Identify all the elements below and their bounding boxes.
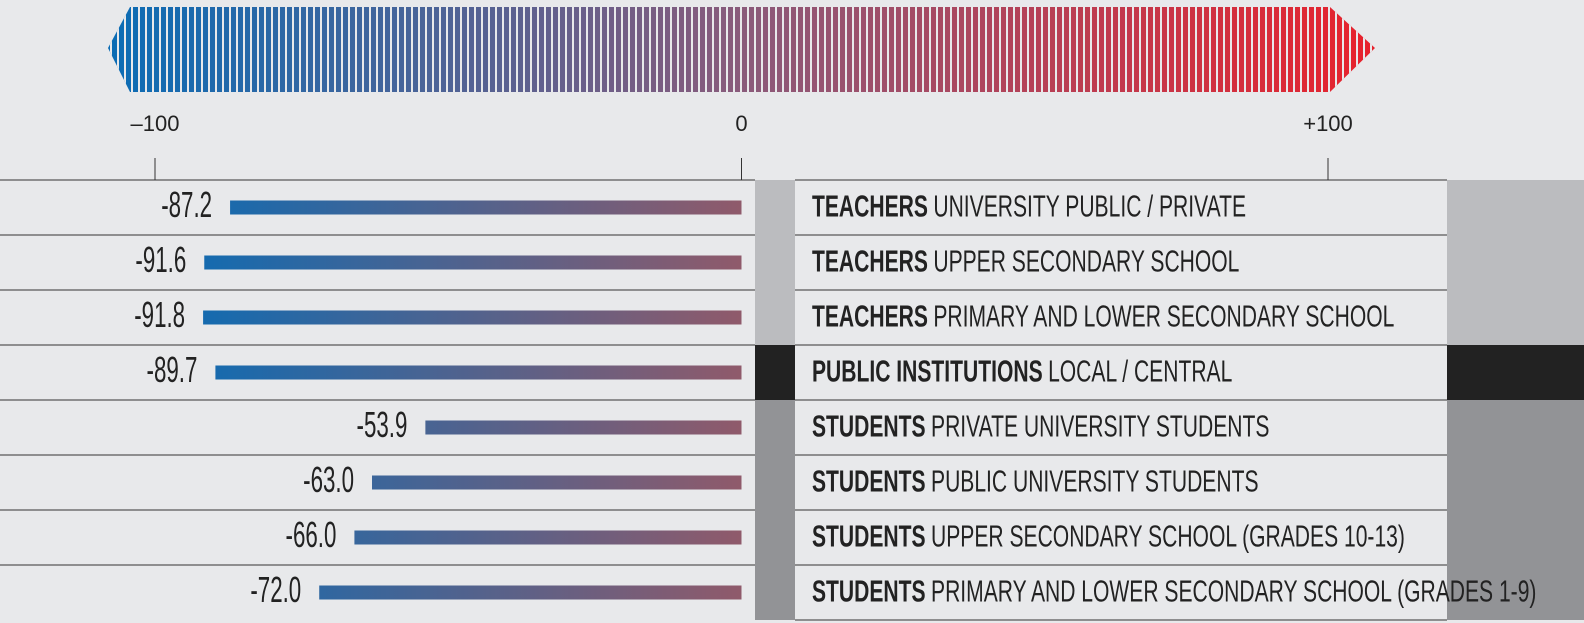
right-band — [1447, 510, 1584, 565]
value-label: -63.0 — [303, 461, 354, 501]
group-label: TEACHERS — [812, 189, 928, 224]
group-label: TEACHERS — [812, 244, 928, 279]
category-label: UPPER SECONDARY SCHOOL (GRADES 10-13) — [931, 519, 1405, 554]
value-label: -91.8 — [134, 296, 185, 336]
row-label: PUBLIC INSTITUTIONS LOCAL / CENTRAL — [812, 354, 1232, 389]
row-label: TEACHERS UNIVERSITY PUBLIC / PRIVATE — [812, 189, 1246, 224]
category-label: PRIVATE UNIVERSITY STUDENTS — [931, 409, 1269, 444]
category-label: PRIMARY AND LOWER SECONDARY SCHOOL — [933, 299, 1394, 334]
row-label: STUDENTS PUBLIC UNIVERSITY STUDENTS — [812, 464, 1259, 499]
right-band — [1447, 455, 1584, 510]
left-band — [755, 565, 795, 620]
category-label: UNIVERSITY PUBLIC / PRIVATE — [933, 189, 1246, 224]
right-band — [1447, 290, 1584, 345]
bar — [230, 200, 742, 215]
left-band — [755, 510, 795, 565]
scale-stripes — [108, 7, 1375, 92]
left-band — [755, 235, 795, 290]
row-label: TEACHERS PRIMARY AND LOWER SECONDARY SCHO… — [812, 299, 1394, 334]
group-label: STUDENTS — [812, 464, 926, 499]
row-label: STUDENTS PRIVATE UNIVERSITY STUDENTS — [812, 409, 1269, 444]
bar — [215, 365, 742, 380]
value-label: -72.0 — [250, 571, 301, 611]
value-label: -91.6 — [135, 241, 186, 281]
value-label: -87.2 — [161, 186, 212, 226]
left-band — [755, 290, 795, 345]
group-label: STUDENTS — [812, 519, 926, 554]
group-label: TEACHERS — [812, 299, 928, 334]
group-label: STUDENTS — [812, 409, 926, 444]
left-band — [755, 400, 795, 455]
bar — [319, 585, 742, 600]
category-label: PUBLIC UNIVERSITY STUDENTS — [931, 464, 1258, 499]
right-band — [1447, 565, 1584, 620]
right-band — [1447, 235, 1584, 290]
category-label: LOCAL / CENTRAL — [1048, 354, 1232, 389]
group-label: STUDENTS — [812, 574, 926, 609]
value-label: -53.9 — [357, 406, 408, 446]
bar — [204, 255, 742, 270]
group-label: PUBLIC INSTITUTIONS — [812, 354, 1043, 389]
x-tick-label: –100 — [131, 111, 180, 136]
category-label: UPPER SECONDARY SCHOOL — [933, 244, 1239, 279]
right-band — [1447, 345, 1584, 400]
value-label: -89.7 — [147, 351, 198, 391]
right-band — [1447, 180, 1584, 235]
x-tick-label: 0 — [735, 111, 747, 136]
left-band — [755, 180, 795, 235]
bar — [372, 475, 742, 490]
category-label: PRIMARY AND LOWER SECONDARY SCHOOL (GRAD… — [931, 574, 1536, 609]
row-label: TEACHERS UPPER SECONDARY SCHOOL — [812, 244, 1239, 279]
row-label: STUDENTS PRIMARY AND LOWER SECONDARY SCHO… — [812, 574, 1536, 609]
left-band — [755, 455, 795, 510]
row-label: STUDENTS UPPER SECONDARY SCHOOL (GRADES 1… — [812, 519, 1405, 554]
x-tick-label: +100 — [1303, 111, 1353, 136]
right-band — [1447, 400, 1584, 455]
left-band — [755, 345, 795, 400]
bar — [425, 420, 742, 435]
bar — [203, 310, 742, 325]
bar — [354, 530, 742, 545]
value-label: -66.0 — [286, 516, 337, 556]
